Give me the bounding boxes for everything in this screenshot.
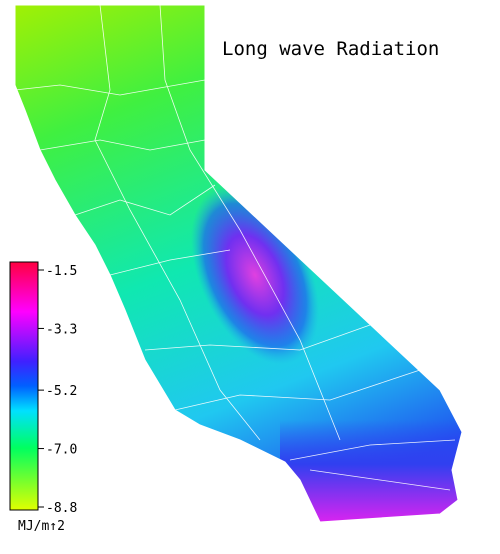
colorbar-tick-label: -3.3 <box>46 322 77 337</box>
state-outline <box>14 4 463 523</box>
colorbar-tick-label: -7.0 <box>46 443 77 458</box>
colorbar-tick-label: -8.8 <box>46 501 77 516</box>
colorbar <box>9 261 39 511</box>
colorbar-tick-label: -5.2 <box>46 384 77 399</box>
colorbar-tick-label: -1.5 <box>46 264 77 279</box>
map-title: Long wave Radiation <box>222 38 439 60</box>
colorbar-ticks: -1.5 -3.3 -5.2 -7.0 -8.8 <box>38 264 77 516</box>
colorbar-unit: MJ/m↑2 <box>18 519 65 534</box>
